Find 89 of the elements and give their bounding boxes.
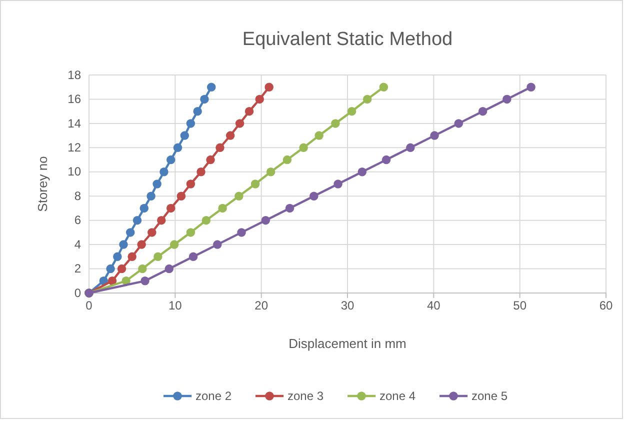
point	[331, 119, 340, 128]
point	[266, 168, 276, 176]
point	[196, 168, 206, 176]
point	[186, 119, 196, 128]
point	[244, 106, 254, 116]
point	[128, 252, 136, 262]
y-tick-label: 18	[68, 68, 82, 82]
x-tick-label: 30	[340, 298, 354, 313]
point	[235, 119, 244, 128]
point	[237, 228, 246, 237]
point	[173, 143, 182, 152]
point	[430, 131, 439, 140]
x-axis-title: Displacement in mm	[288, 336, 406, 351]
point	[176, 192, 186, 200]
y-tick-label: 6	[74, 213, 82, 228]
legend-label: zone 3	[288, 389, 324, 403]
point	[206, 82, 216, 92]
point	[264, 82, 274, 92]
y-axis-title: Storey no	[35, 156, 50, 212]
point	[166, 155, 176, 164]
point	[188, 252, 198, 262]
point	[250, 180, 260, 188]
point	[314, 131, 324, 140]
x-tick-label: 60	[599, 298, 613, 313]
legend-label: zone 4	[380, 389, 416, 403]
point	[140, 204, 149, 213]
point	[255, 94, 264, 104]
point	[160, 168, 168, 176]
point	[166, 204, 176, 213]
point	[334, 180, 342, 188]
point	[186, 180, 196, 188]
point	[379, 82, 388, 92]
point	[157, 216, 166, 225]
y-tick-label: 10	[68, 164, 82, 179]
point	[106, 264, 115, 274]
point	[137, 240, 146, 249]
legend-label: zone 2	[196, 389, 232, 403]
point	[454, 119, 464, 128]
point	[213, 240, 222, 249]
y-tick-label: 4	[74, 237, 82, 252]
point	[234, 192, 244, 200]
point	[200, 94, 209, 104]
point	[140, 276, 150, 286]
y-tick-label: 8	[74, 188, 82, 203]
point	[282, 155, 292, 164]
point	[362, 94, 372, 104]
y-tick-label: 0	[74, 286, 82, 300]
y-tick-label: 16	[68, 92, 82, 106]
point	[406, 143, 415, 152]
x-tick-label: 10	[168, 298, 182, 313]
point	[119, 240, 128, 249]
point	[154, 252, 162, 262]
legend-label: zone 5	[472, 389, 508, 403]
x-tick-label: 50	[513, 298, 527, 313]
point	[261, 216, 270, 225]
x-tick-label: 0	[86, 298, 93, 313]
point	[526, 82, 536, 92]
point	[152, 180, 162, 188]
point	[299, 143, 308, 152]
point	[146, 192, 156, 200]
point	[218, 204, 227, 213]
point	[186, 228, 196, 237]
y-tick-label: 12	[68, 140, 82, 155]
point	[382, 155, 391, 164]
x-tick-label: 20	[254, 298, 268, 313]
point	[132, 216, 142, 225]
y-tick-label: 2	[74, 262, 82, 276]
x-tick-label: 40	[426, 298, 441, 313]
point	[206, 155, 215, 164]
point	[310, 192, 318, 200]
point	[226, 131, 235, 140]
point	[285, 204, 294, 213]
point	[126, 228, 135, 237]
chart-title: Equivalent Static Method	[242, 29, 453, 50]
point	[216, 143, 224, 152]
point	[117, 264, 126, 274]
point	[193, 106, 202, 116]
point	[138, 264, 147, 274]
point	[180, 131, 190, 140]
point	[358, 168, 367, 176]
point	[347, 106, 356, 116]
point	[164, 264, 174, 274]
point	[202, 216, 211, 225]
point	[148, 228, 156, 237]
point	[170, 240, 179, 249]
y-tick-label: 14	[68, 116, 82, 130]
point	[502, 94, 512, 104]
point	[113, 252, 122, 262]
point	[478, 106, 488, 116]
